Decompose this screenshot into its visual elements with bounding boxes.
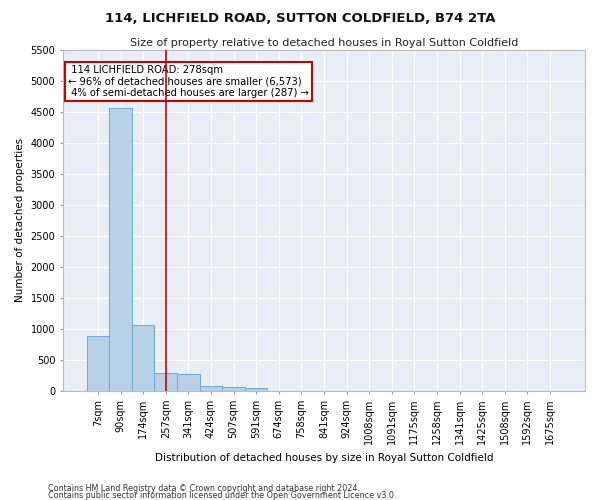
Bar [109, 108, 132, 391]
Text: 114 LICHFIELD ROAD: 278sqm
← 96% of detached houses are smaller (6,573)
 4% of s: 114 LICHFIELD ROAD: 278sqm ← 96% of deta… [68, 65, 309, 98]
X-axis label: Distribution of detached houses by size in Royal Sutton Coldfield: Distribution of detached houses by size … [155, 452, 493, 462]
Y-axis label: Number of detached properties: Number of detached properties [15, 138, 25, 302]
Text: Contains public sector information licensed under the Open Government Licence v3: Contains public sector information licen… [48, 491, 397, 500]
Bar [200, 386, 222, 391]
Title: Size of property relative to detached houses in Royal Sutton Coldfield: Size of property relative to detached ho… [130, 38, 518, 48]
Bar [132, 325, 154, 391]
Text: 114, LICHFIELD ROAD, SUTTON COLDFIELD, B74 2TA: 114, LICHFIELD ROAD, SUTTON COLDFIELD, B… [105, 12, 495, 26]
Bar [86, 336, 109, 391]
Bar [245, 388, 268, 391]
Bar [154, 373, 177, 391]
Bar [222, 386, 245, 391]
Bar [177, 374, 200, 391]
Text: Contains HM Land Registry data © Crown copyright and database right 2024.: Contains HM Land Registry data © Crown c… [48, 484, 360, 493]
